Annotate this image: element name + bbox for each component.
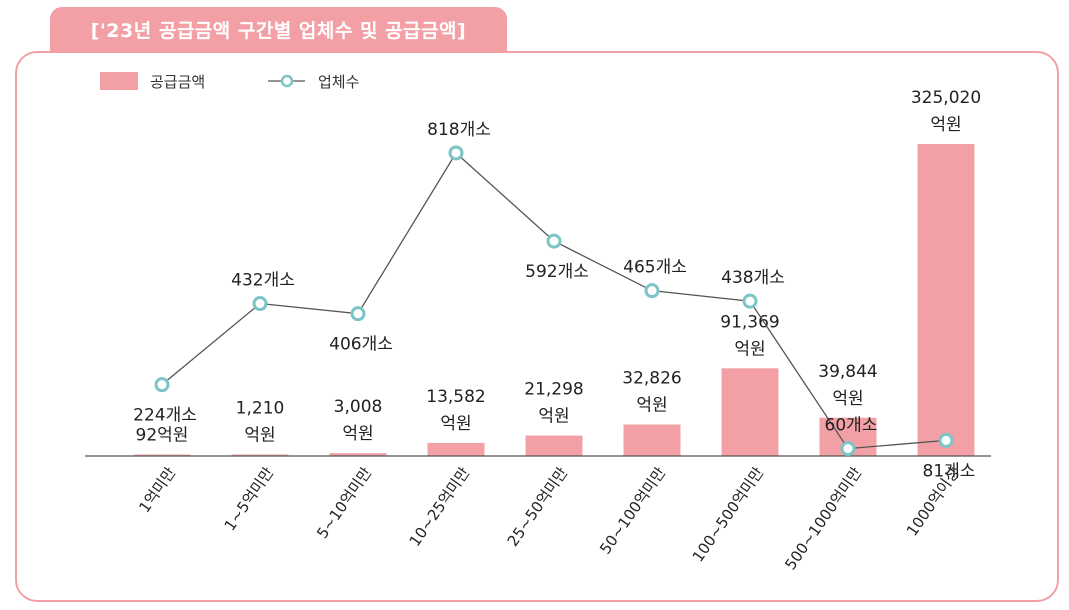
line-point-4	[546, 233, 562, 249]
legend: 공급금액 업체수	[100, 72, 359, 91]
legend-line-marker	[280, 74, 294, 88]
line-label-7: 60개소	[825, 416, 878, 436]
bar-2	[329, 453, 387, 456]
bar-label-6: 91,369 억원	[720, 312, 779, 359]
bar-label-line: 325,020	[911, 88, 981, 108]
bar-label-line: 억원	[244, 426, 275, 446]
bar-0	[133, 454, 191, 456]
line-point-2	[350, 306, 366, 322]
chart-title-tab: ['23년 공급금액 구간별 업체수 및 공급금액]	[50, 7, 507, 51]
line-point-8	[938, 432, 954, 448]
legend-line-label: 업체수	[318, 73, 359, 91]
bar-label-line: 억원	[342, 424, 373, 444]
bar-label-1: 1,210 억원	[236, 399, 285, 446]
x-tick-label-1: 1~5억미만	[221, 464, 278, 534]
bar-label-5: 32,826 억원	[622, 368, 681, 415]
x-tick-label-0: 1억미만	[135, 464, 179, 516]
line-point-3	[448, 145, 464, 161]
line-point-1	[252, 296, 268, 312]
bar-label-2: 3,008 억원	[334, 397, 383, 444]
bar-label-7: 39,844 억원	[818, 362, 877, 409]
line-series	[154, 145, 954, 457]
bar-label-line: 32,826	[622, 368, 681, 388]
line-label-4: 592개소	[525, 262, 589, 282]
bar-label-line: 1,210	[236, 399, 285, 419]
bar-label-line: 13,582	[426, 387, 485, 407]
line-label-2: 406개소	[329, 335, 393, 355]
bar-label-8: 325,020 억원	[911, 88, 981, 135]
bar-label-4: 21,298 억원	[524, 380, 583, 427]
bar-1	[231, 454, 289, 456]
legend-bar-label: 공급금액	[150, 73, 205, 91]
bar-label-line: 억원	[636, 395, 667, 415]
x-tick-labels: 1억미만 1~5억미만 5~10억미만 10~25억미만 25~50억미만 50~100억…	[135, 464, 963, 573]
line-label-0: 224개소	[133, 406, 197, 426]
line-point-5	[644, 283, 660, 299]
bar-label-line: 억원	[538, 407, 569, 427]
line-point-0	[154, 377, 170, 393]
chart-frame	[15, 51, 1059, 602]
bar-label-line: 3,008	[334, 397, 383, 417]
x-tick-label-7: 500~1000억미만	[781, 464, 865, 573]
bar-5	[623, 424, 681, 456]
bar-label-line: 91,369	[720, 312, 779, 332]
line-point-7	[840, 441, 856, 457]
legend-bar-swatch	[100, 72, 138, 90]
bar-label-line: 억원	[930, 115, 961, 135]
line-label-6: 438개소	[721, 268, 785, 288]
bar-label-line: 억원	[832, 389, 863, 409]
x-tick-label-4: 25~50억미만	[504, 464, 572, 550]
line-label-5: 465개소	[623, 258, 687, 278]
bar-4	[525, 435, 583, 456]
bar-3	[427, 442, 485, 456]
x-tick-label-3: 10~25억미만	[406, 464, 474, 550]
chart-title: ['23년 공급금액 구간별 업체수 및 공급금액]	[90, 19, 467, 42]
bar-label-line: 21,298	[524, 380, 583, 400]
x-tick-label-5: 50~100억미만	[596, 464, 669, 558]
bar-label-3: 13,582 억원	[426, 387, 485, 434]
line-point-6	[742, 293, 758, 309]
bar-label-0: 92억원	[136, 426, 189, 446]
x-tick-label-6: 100~500억미만	[689, 464, 768, 566]
bar-label-line: 억원	[440, 414, 471, 434]
bar-label-line: 92억원	[136, 426, 189, 446]
bar-label-line: 억원	[734, 339, 765, 359]
bar-label-line: 39,844	[818, 362, 877, 382]
x-tick-label-2: 5~10억미만	[313, 464, 375, 542]
bar-series	[133, 144, 975, 456]
bar-6	[721, 368, 779, 456]
line-label-3: 818개소	[427, 120, 491, 140]
line-label-8: 81개소	[923, 461, 976, 481]
bar-8	[917, 144, 975, 456]
line-value-labels: 224개소 432개소 406개소 818개소 592개소 465개소 438개소 60개소 8…	[133, 120, 975, 481]
line-label-1: 432개소	[231, 271, 295, 291]
